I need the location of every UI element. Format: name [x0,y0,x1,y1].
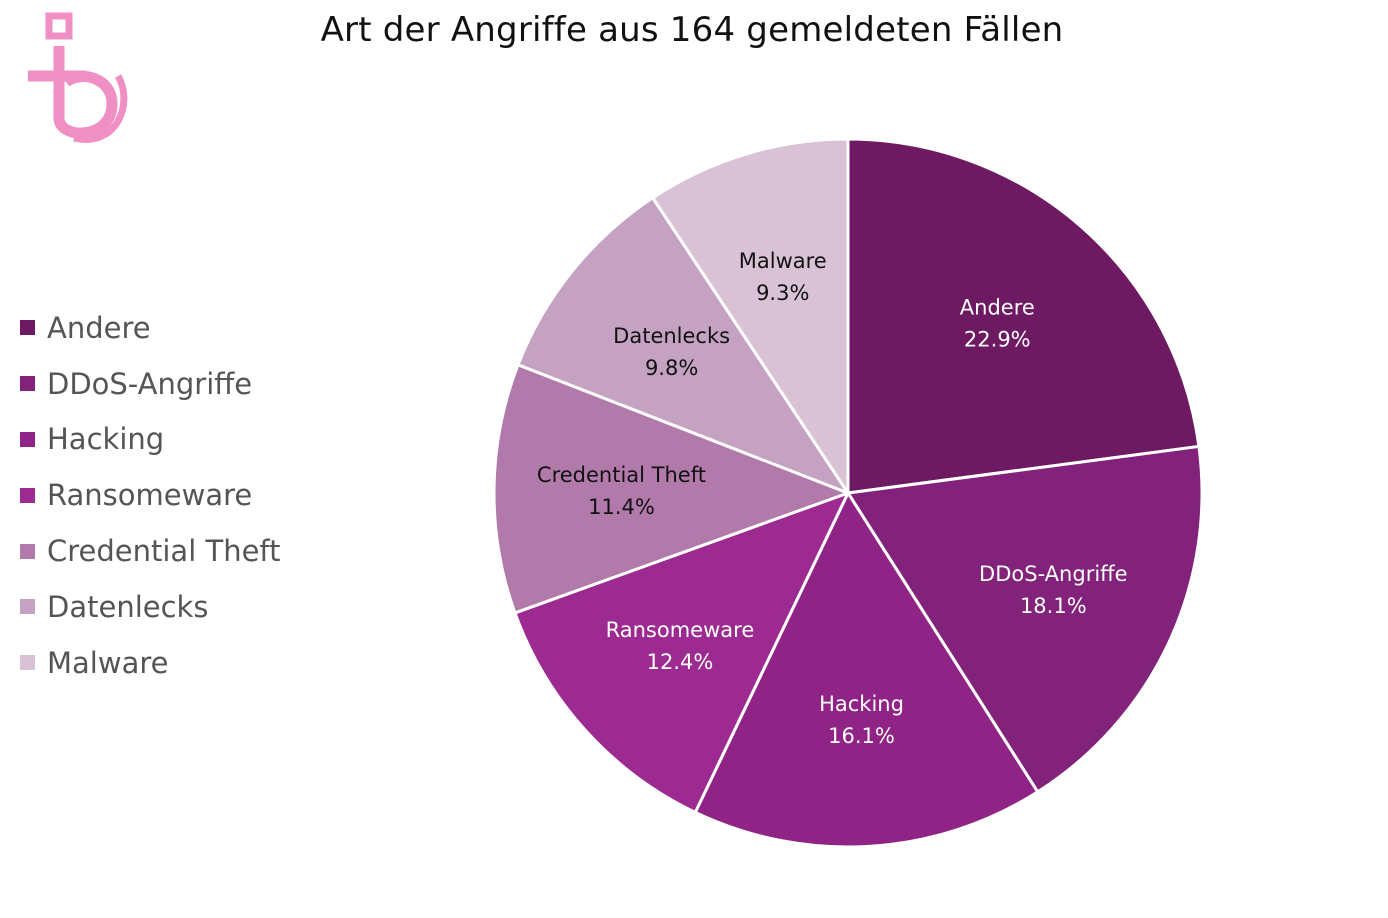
slice-value-label: 18.1% [1020,594,1087,618]
legend-label: Credential Theft [47,534,281,569]
slice-category-label: Ransomeware [606,618,755,642]
slice-category-label: Malware [739,249,827,273]
pie-slice-malware [651,137,850,495]
legend-swatch [20,543,35,559]
legend-label: Malware [47,645,169,680]
legend-swatch [20,320,35,336]
slice-value-label: 9.3% [756,281,809,305]
legend-swatch [20,655,35,671]
legend-swatch [20,431,35,447]
slice-value-label: 12.4% [647,650,714,674]
legend-swatch [20,487,35,503]
slice-category-label: Hacking [819,692,904,716]
slice-category-label: Andere [960,296,1035,320]
slice-value-label: 9.8% [645,356,698,380]
pie-slice-credential-theft [492,363,850,615]
legend-item: Datenlecks [20,579,380,635]
slice-value-label: 16.1% [828,724,895,748]
legend-item: DDoS-Angriffe [20,356,380,412]
pie-slice-andere [846,137,1201,495]
pie-slice-hacking [693,491,1040,849]
legend-swatch [20,599,35,615]
slice-value-label: 22.9% [964,328,1031,352]
legend-item: Hacking [20,412,380,468]
pie-slice-datenlecks [516,196,850,495]
chart-legend: Andere DDoS-Angriffe Hacking Ransomeware Cre… [20,300,380,691]
brand-logo [28,12,128,143]
legend-item: Andere [20,300,380,356]
legend-label: Datenlecks [47,589,209,624]
pie-slice-ransomeware [513,491,850,814]
legend-label: Ransomeware [47,478,253,513]
legend-label: Hacking [47,422,165,457]
slice-category-label: Datenlecks [613,324,730,348]
legend-swatch [20,376,35,392]
slice-value-label: 11.4% [588,495,655,519]
legend-label: Andere [47,310,151,345]
legend-item: Malware [20,635,380,691]
pie-slice-ddos-angriffe [846,444,1204,794]
legend-label: DDoS-Angriffe [47,366,253,401]
pie-slices [492,137,1204,849]
pie-labels: Andere 22.9% DDoS-Angriffe 18.1% Hacking 16.1… [537,249,1128,748]
legend-item: Credential Theft [20,523,380,579]
legend-item: Ransomeware [20,467,380,523]
slice-category-label: DDoS-Angriffe [979,562,1128,586]
slice-category-label: Credential Theft [537,463,706,487]
chart-title: Art der Angriffe aus 164 gemeldeten Fäll… [0,10,1388,50]
chart-title-text: Art der Angriffe aus 164 gemeldeten Fäll… [320,10,1064,50]
